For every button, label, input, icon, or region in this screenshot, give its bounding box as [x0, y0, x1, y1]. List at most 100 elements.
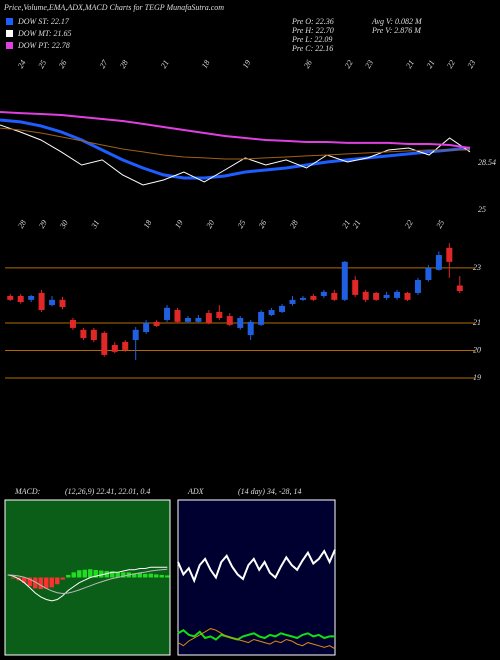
- x-tick-label: 26: [57, 58, 69, 69]
- histogram-bar: [71, 572, 76, 578]
- line: [7, 568, 168, 595]
- candle-body: [331, 292, 338, 300]
- x-tick-label: 25: [434, 218, 446, 229]
- stat: Pre O: 22.36: [291, 17, 334, 26]
- candle-body: [247, 321, 254, 336]
- candle-body: [49, 299, 56, 306]
- line: [0, 124, 471, 186]
- candle-body: [279, 305, 286, 312]
- legend-label: DOW ST: 22.17: [17, 17, 70, 26]
- candle-body: [341, 261, 348, 300]
- panel-background: [177, 499, 336, 656]
- panel-subtitle: (12,26,9) 22.41, 22.01, 0.4: [65, 487, 150, 496]
- candle-body: [153, 321, 160, 326]
- panel-background: [4, 499, 171, 656]
- y-tick-label: 19: [473, 373, 481, 382]
- candle-body: [101, 332, 108, 355]
- line: [0, 111, 471, 149]
- histogram-bar: [148, 573, 153, 578]
- histogram-bar: [99, 570, 104, 578]
- candle-body: [205, 313, 212, 323]
- candle-body: [446, 247, 453, 262]
- candle-body: [143, 322, 150, 333]
- histogram-bar: [115, 572, 120, 578]
- histogram-bar: [66, 574, 71, 578]
- candle-body: [80, 329, 87, 339]
- x-tick-label: 26: [257, 218, 269, 229]
- candle-body: [164, 307, 171, 320]
- candle-body: [122, 341, 129, 350]
- candle-body: [373, 292, 380, 300]
- legend-swatch: [6, 42, 13, 49]
- candle-body: [383, 294, 390, 298]
- candle-body: [111, 344, 118, 352]
- x-tick-label: 19: [173, 218, 185, 229]
- candle-body: [352, 280, 359, 295]
- legend-swatch: [6, 30, 13, 37]
- x-tick-label: 28: [288, 218, 300, 229]
- histogram-bar: [22, 577, 27, 583]
- stat: Avg V: 0.082 M: [371, 17, 423, 26]
- candle-body: [362, 291, 369, 300]
- candle-body: [195, 318, 202, 322]
- panel-title: MACD:: [14, 487, 41, 496]
- x-tick-label: 29: [37, 218, 49, 229]
- y-tick-label: 28.54: [478, 158, 496, 167]
- x-tick-label: 22: [343, 58, 355, 69]
- candle-body: [132, 329, 139, 341]
- y-tick-label: 21: [473, 318, 481, 327]
- x-tick-label: 23: [466, 58, 478, 69]
- page-title: Price,Volume,EMA,ADX,MACD Charts for TEG…: [3, 3, 224, 12]
- histogram-bar: [165, 575, 170, 578]
- candle-body: [268, 310, 275, 315]
- histogram-bar: [38, 577, 43, 590]
- candle-body: [320, 291, 327, 296]
- candle-body: [456, 285, 463, 292]
- stat: Pre V: 2.876 M: [371, 26, 422, 35]
- line: [0, 118, 471, 180]
- candle-body: [17, 295, 24, 303]
- candle-body: [289, 299, 296, 304]
- panel-title: ADX: [187, 487, 205, 496]
- x-tick-label: 21: [351, 218, 363, 229]
- histogram-bar: [49, 577, 54, 588]
- line: [177, 628, 335, 641]
- x-tick-label: 28: [118, 58, 130, 69]
- line: [0, 127, 470, 160]
- x-tick-label: 30: [58, 218, 70, 230]
- x-tick-label: 20: [204, 218, 216, 229]
- x-tick-label: 21: [425, 58, 437, 69]
- legend-swatch: [6, 18, 13, 25]
- line: [7, 566, 168, 602]
- candle-body: [404, 292, 411, 300]
- candle-body: [299, 297, 306, 300]
- histogram-bar: [154, 574, 159, 578]
- y-tick-label: 20: [473, 345, 481, 354]
- x-tick-label: 22: [445, 58, 457, 69]
- histogram-bar: [60, 577, 65, 580]
- candle-body: [69, 319, 76, 328]
- x-tick-label: 24: [16, 58, 28, 69]
- x-tick-label: 21: [159, 58, 171, 69]
- histogram-bar: [88, 569, 93, 578]
- candle-body: [184, 318, 191, 322]
- histogram-bar: [159, 574, 164, 578]
- stat: Pre C: 22.16: [291, 44, 333, 53]
- y-tick-label: 25: [478, 205, 486, 214]
- x-tick-label: 21: [340, 218, 352, 229]
- candle-body: [237, 318, 244, 328]
- histogram-bar: [82, 569, 87, 578]
- panel-subtitle: (14 day) 34, -28, 14: [238, 487, 302, 496]
- histogram-bar: [33, 577, 38, 589]
- candle-body: [174, 310, 181, 322]
- histogram-bar: [93, 570, 98, 578]
- x-tick-label: 19: [241, 58, 253, 69]
- x-tick-label: 25: [236, 218, 248, 229]
- histogram-bar: [137, 573, 142, 578]
- x-tick-label: 26: [302, 58, 314, 69]
- stat: Pre H: 22.70: [291, 26, 334, 35]
- legend-label: DOW MT: 21.65: [17, 29, 72, 38]
- legend-label: DOW PT: 22.78: [17, 41, 70, 50]
